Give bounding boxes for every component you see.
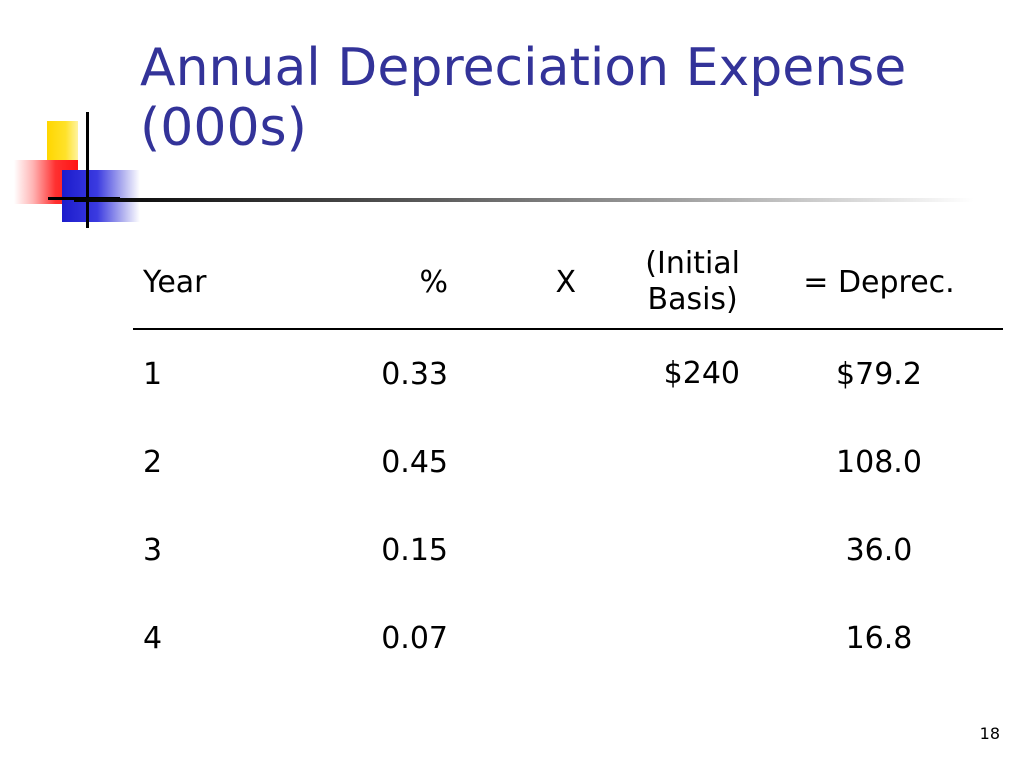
slide-number: 18 bbox=[979, 724, 1000, 743]
cell-depreciation: 108.0 bbox=[836, 444, 922, 480]
header-basis-line-2: Basis) bbox=[647, 282, 738, 317]
header-percent: % bbox=[419, 264, 448, 300]
header-basis-line-1: (Initial bbox=[645, 246, 740, 281]
cell-initial-basis: $240 bbox=[663, 356, 740, 391]
cell-percent: 0.45 bbox=[381, 444, 448, 480]
logo-yellow-square bbox=[47, 121, 78, 167]
table-row: 3 0.15 36.0 bbox=[133, 506, 1003, 594]
header-year: Year bbox=[143, 264, 207, 300]
cell-percent: 0.15 bbox=[381, 532, 448, 568]
cell-year: 4 bbox=[143, 620, 163, 656]
title-divider bbox=[74, 198, 974, 202]
logo-blue-square bbox=[62, 170, 140, 222]
header-initial-basis: (Initial Basis) bbox=[576, 246, 740, 318]
cell-percent: 0.07 bbox=[381, 620, 448, 656]
table-row: 4 0.07 16.8 bbox=[133, 594, 1003, 682]
cell-year: 3 bbox=[143, 532, 163, 568]
cell-depreciation: 16.8 bbox=[845, 620, 913, 656]
cell-year: 2 bbox=[143, 444, 163, 480]
cell-percent: 0.33 bbox=[381, 356, 448, 392]
header-times: X bbox=[555, 264, 576, 300]
cell-depreciation: $79.2 bbox=[836, 356, 922, 392]
slide-title: Annual Depreciation Expense (000s) bbox=[140, 38, 907, 158]
cell-year: 1 bbox=[143, 356, 163, 392]
header-depreciation: = Deprec. bbox=[803, 264, 955, 300]
table-row: 2 0.45 108.0 bbox=[133, 418, 1003, 506]
table-header-row: Year % X (Initial Basis) = Deprec. bbox=[133, 236, 1003, 330]
depreciation-table: Year % X (Initial Basis) = Deprec. 1 0.3… bbox=[133, 236, 1003, 682]
logo-vertical-line bbox=[86, 112, 89, 228]
table-row: 1 0.33 $240 $79.2 bbox=[133, 330, 1003, 418]
slide-logo-graphic bbox=[0, 0, 140, 240]
cell-depreciation: 36.0 bbox=[845, 532, 913, 568]
